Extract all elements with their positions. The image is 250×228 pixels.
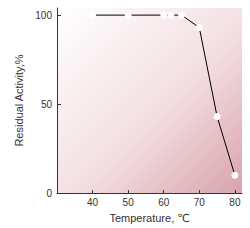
svg-text:50: 50 [123,197,135,208]
svg-text:Temperature, ℃: Temperature, ℃ [109,212,189,224]
svg-text:40: 40 [87,197,99,208]
svg-text:80: 80 [229,197,241,208]
svg-text:60: 60 [158,197,170,208]
svg-text:50: 50 [41,99,53,110]
svg-text:100: 100 [35,10,52,21]
svg-text:0: 0 [46,188,52,199]
svg-text:70: 70 [194,197,206,208]
svg-text:Residual Activity,%: Residual Activity,% [13,54,25,146]
